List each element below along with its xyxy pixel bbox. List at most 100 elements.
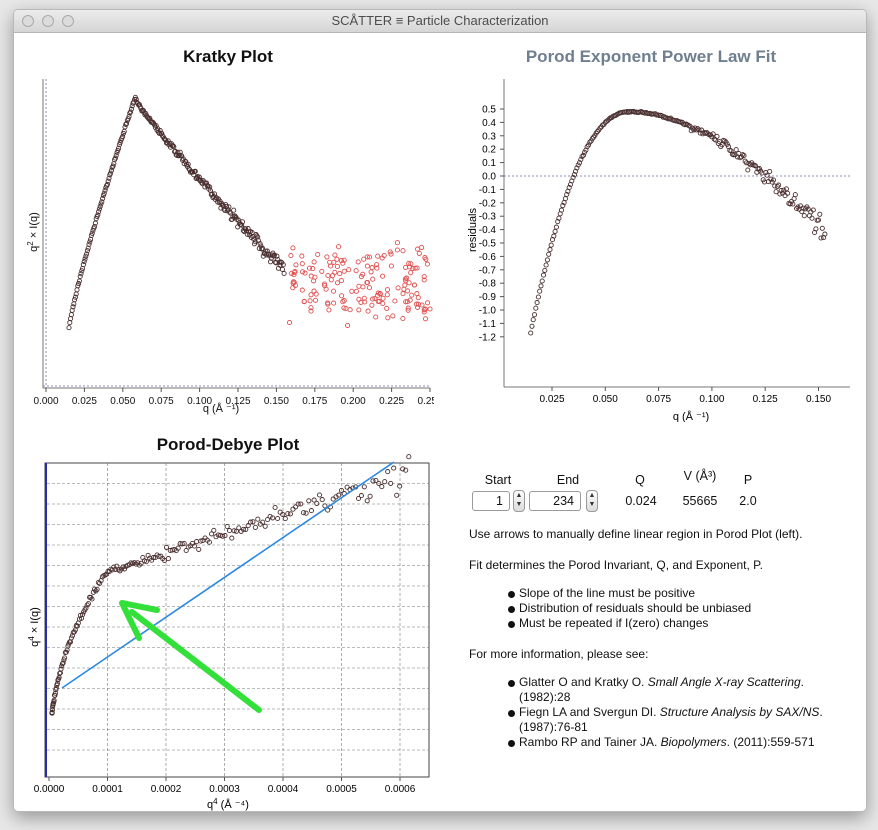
kratky-excluded-point (404, 299, 410, 305)
residual-point (714, 133, 720, 139)
kratky-x-tick-label: 0.125 (225, 396, 250, 407)
residual-point (530, 317, 536, 323)
arrow-annotation-icon (119, 600, 262, 713)
end-down-arrow-icon[interactable]: ▼ (588, 501, 596, 508)
kratky-x-tick-label: 0.100 (187, 396, 212, 407)
residual-point (529, 323, 535, 329)
porod-fit-plot[interactable]: Porod Exponent Power Law Fit 0.50.40.30.… (446, 32, 866, 422)
kratky-point (79, 268, 85, 274)
end-spinner-input[interactable]: 234 (529, 491, 581, 511)
porod-debye-point (382, 479, 388, 485)
start-up-arrow-icon[interactable]: ▲ (515, 492, 523, 499)
kratky-point (170, 143, 176, 149)
kratky-point (206, 186, 212, 192)
residual-point (570, 174, 576, 181)
kratky-point (128, 106, 134, 112)
kratky-plot[interactable]: Kratky Plot 0.000 0.025 0.050 0.075 0.100 0.1… (14, 32, 434, 422)
residual-point (822, 231, 828, 237)
porod-debye-x-axis: 0.0000 0.0001 0.0002 0.0003 0.0004 0.0005 0.00… (34, 777, 416, 795)
start-stepper[interactable]: ▲ ▼ (513, 490, 525, 512)
kratky-point (89, 230, 95, 236)
kratky-excluded-point (349, 288, 355, 294)
kratky-excluded-point (412, 265, 418, 271)
kratky-point (117, 140, 123, 146)
porod-debye-point (60, 660, 66, 666)
kratky-excluded-point (340, 299, 346, 305)
residual-point (819, 225, 825, 231)
residual-point (788, 198, 795, 205)
kratky-excluded-point (325, 272, 331, 279)
kratky-point (99, 199, 105, 205)
kratky-excluded-point (328, 277, 334, 283)
kratky-excluded-point (330, 273, 336, 279)
start-down-arrow-icon[interactable]: ▼ (515, 501, 523, 508)
kratky-excluded-point (400, 291, 406, 297)
residual-point (606, 116, 612, 122)
porod-debye-point (97, 580, 103, 586)
kratky-excluded-point (384, 292, 390, 298)
q-value: 0.024 (625, 494, 657, 508)
kratky-point (271, 253, 277, 259)
porod-debye-plot[interactable]: Porod-Debye Plot 0.0000 0.0001 0.0002 0.000… (14, 422, 444, 811)
residual-point (774, 183, 780, 190)
porod-debye-point (275, 515, 281, 522)
kratky-excluded-point (425, 300, 431, 306)
porod-debye-point (196, 546, 202, 552)
porod-fit-y-axis: 0.5 0.4 0.3 0.2 0.1 0.0 -0.1 -0.2 -0.3 -0.4 -0.5 -0… (479, 105, 504, 343)
end-up-arrow-icon[interactable]: ▲ (588, 492, 596, 499)
kratky-point (68, 312, 74, 318)
kratky-excluded-point (419, 302, 425, 308)
kratky-excluded-point (361, 256, 367, 262)
kratky-excluded-point (341, 305, 347, 311)
residual-point (805, 206, 811, 212)
porod-debye-point (83, 605, 89, 611)
residual-point (579, 153, 585, 160)
kratky-point (163, 137, 169, 143)
kratky-point (267, 259, 274, 265)
kratky-point (259, 245, 266, 251)
porod-debye-point (209, 531, 215, 537)
porod-debye-x-tick-label: 0.0000 (34, 784, 65, 795)
start-spinner-input[interactable]: 1 (472, 491, 510, 511)
residual-point (576, 160, 583, 166)
residual-point (790, 201, 796, 207)
end-header: End (556, 473, 580, 487)
residual-point (537, 288, 543, 294)
kratky-excluded-point (360, 271, 366, 277)
left-range-handle[interactable] (45, 463, 47, 777)
porod-debye-point (322, 503, 328, 509)
zoom-window-button[interactable] (62, 15, 74, 27)
minimize-window-button[interactable] (42, 15, 54, 27)
porod-debye-point (215, 532, 221, 538)
kratky-excluded-point (331, 259, 337, 265)
kratky-excluded-point (340, 260, 346, 266)
porod-debye-grid (47, 463, 429, 777)
kratky-x-tick-label: 0.250 (417, 396, 434, 407)
kratky-excluded-point (334, 263, 340, 270)
porod-debye-point (336, 492, 342, 498)
residual-point (533, 305, 539, 311)
porod-debye-point (280, 511, 286, 517)
title-bar[interactable]: SCÅTTER ≡ Particle Characterization (14, 10, 866, 33)
residual-point (794, 205, 800, 212)
porod-debye-point (358, 493, 364, 499)
close-window-button[interactable] (22, 15, 34, 27)
kratky-excluded-point (379, 255, 385, 261)
porod-debye-point (391, 465, 397, 471)
kratky-excluded-point (356, 307, 362, 313)
kratky-point (100, 196, 106, 202)
kratky-point (102, 187, 108, 194)
kratky-excluded-point (334, 256, 340, 262)
residual-point (810, 207, 816, 213)
porod-debye-point (262, 523, 268, 529)
q-header: Q (635, 473, 645, 487)
kratky-excluded-point (370, 276, 376, 282)
porod-debye-point (179, 541, 185, 547)
residual-point (556, 215, 562, 221)
porod-fit-y-tick-label: -0.7 (479, 265, 497, 276)
end-stepper[interactable]: ▲ ▼ (586, 490, 598, 512)
arrow-head (119, 600, 160, 641)
kratky-point (101, 190, 107, 196)
residual-point (745, 167, 751, 173)
porod-fit-y-tick-label: 0.4 (482, 118, 496, 129)
